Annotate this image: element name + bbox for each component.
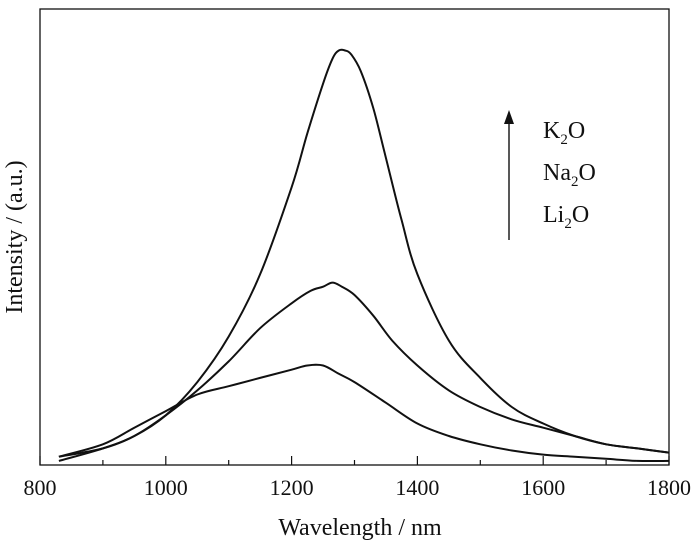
series-line-k2o: [58, 48, 670, 458]
y-axis-label: Intensity / (a.u.): [2, 160, 28, 313]
x-tick-label: 1400: [395, 475, 439, 500]
legend-arrow-head-icon: [504, 110, 514, 124]
x-axis-ticks: 800 1000 1200 1400 1600 1800: [24, 456, 691, 500]
x-tick-label: 1800: [647, 475, 691, 500]
plot-frame: [39, 8, 670, 466]
x-tick-label: 1200: [270, 475, 314, 500]
x-tick-label: 1600: [521, 475, 565, 500]
x-tick-label: 1000: [144, 475, 188, 500]
legend-entry: Na2O: [543, 160, 596, 190]
legend-entry: K2O: [543, 118, 585, 148]
series-lines: [58, 48, 670, 463]
legend-entry: Li2O: [543, 202, 589, 232]
series-line-li2o: [58, 363, 670, 463]
series-line-na2o: [58, 281, 670, 462]
legend: K2O Na2O Li2O: [504, 110, 596, 240]
x-axis-label: Wavelength / nm: [278, 515, 442, 541]
x-tick-label: 800: [24, 475, 57, 500]
